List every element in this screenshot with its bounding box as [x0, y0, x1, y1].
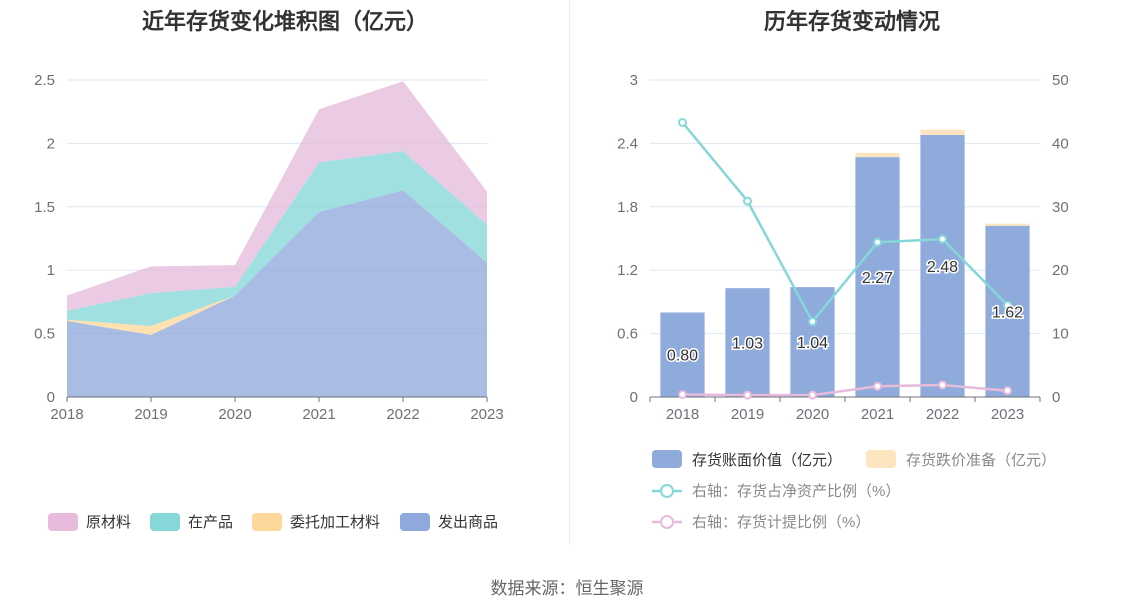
- legend-item: 原材料: [48, 513, 131, 531]
- stacked-area-chart: 0 0.5 1 1.5 2 2.5 2018 2019 2020 2021 2022 2023 原材料 在…: [34, 72, 504, 531]
- x-tick-label: 2020: [218, 406, 251, 423]
- left-y-tick-label: 3: [630, 72, 638, 89]
- legend-swatch: [866, 450, 896, 468]
- legend-item: 委托加工材料: [252, 513, 380, 531]
- legend-item: 右轴：存货计提比例（%）: [652, 514, 870, 531]
- line-point: [1003, 300, 1012, 310]
- bar-value-label: 1.04: [797, 335, 828, 352]
- legend-swatch: [48, 513, 78, 531]
- legend-swatch: [252, 513, 282, 531]
- legend-label: 存货跌价准备（亿元）: [906, 452, 1056, 469]
- left-y-tick-label: 1.2: [617, 262, 638, 279]
- inventory-value-bar: [660, 312, 705, 397]
- right-y-tick-label: 40: [1052, 135, 1069, 152]
- x-tick-label: 2020: [796, 406, 829, 423]
- x-tick-label: 2022: [386, 406, 419, 423]
- line-point: [1003, 386, 1012, 396]
- impairment-bar: [920, 129, 965, 135]
- legend-label: 发出商品: [438, 514, 498, 531]
- right-y-tick-label: 20: [1052, 262, 1069, 279]
- y-tick-label: 0: [47, 389, 55, 406]
- line-point: [873, 381, 882, 391]
- right-y-tick-label: 30: [1052, 199, 1069, 216]
- y-tick-label: 0.5: [34, 326, 55, 343]
- line-point: [938, 234, 947, 244]
- data-source-note: 数据来源：恒生聚源: [490, 579, 644, 598]
- legend-label: 在产品: [188, 514, 233, 531]
- bar-value-label: 0.80: [667, 348, 698, 365]
- x-tick-label: 2021: [861, 406, 894, 423]
- legend-item: 右轴：存货占净资产比例（%）: [652, 483, 900, 500]
- impairment-bar: [985, 223, 1030, 226]
- inventory-value-bar: [920, 134, 965, 398]
- legend-item: 在产品: [150, 513, 233, 531]
- legend-label: 右轴：存货占净资产比例（%）: [692, 483, 900, 500]
- area-series-2: [67, 151, 487, 326]
- area-series-0: [67, 190, 487, 397]
- legend-item: 发出商品: [400, 513, 498, 531]
- right-y-tick-label: 10: [1052, 326, 1069, 343]
- line-point: [808, 390, 817, 400]
- legend-marker: [660, 515, 674, 529]
- x-tick-label: 2021: [302, 406, 335, 423]
- stacked-area-chart-panel: 近年存货变化堆积图（亿元） 0 0.5 1 1.5 2 2.5 2018 2019 2020 20…: [0, 0, 570, 560]
- x-tick-label: 2018: [50, 406, 83, 423]
- inventory-value-bar: [855, 157, 900, 397]
- left-chart-title: 近年存货变化堆积图（亿元）: [141, 9, 428, 34]
- y-tick-label: 1.5: [34, 199, 55, 216]
- line-point: [938, 380, 947, 390]
- legend-label: 委托加工材料: [290, 514, 380, 531]
- legend-item: 存货跌价准备（亿元）: [866, 450, 1056, 469]
- line-series-2: [681, 121, 1009, 324]
- inventory-value-bar: [985, 225, 1030, 397]
- left-y-tick-label: 0: [630, 389, 638, 406]
- bar-value-label: 1.62: [992, 304, 1023, 321]
- left-y-tick-label: 0.6: [617, 326, 638, 343]
- line-point: [743, 390, 752, 400]
- x-tick-label: 2023: [470, 406, 503, 423]
- x-tick-label: 2018: [666, 406, 699, 423]
- left-y-tick-label: 1.8: [617, 199, 638, 216]
- legend-swatch: [400, 513, 430, 531]
- line-point: [873, 237, 882, 247]
- right-y-tick-label: 0: [1052, 389, 1060, 406]
- right-y-tick-label: 50: [1052, 72, 1069, 89]
- line-point: [678, 117, 687, 127]
- legend-item: 存货账面价值（亿元）: [652, 450, 842, 469]
- bar-value-label: 2.27: [862, 270, 893, 287]
- x-tick-label: 2023: [991, 406, 1024, 423]
- right-chart-title: 历年存货变动情况: [763, 9, 940, 34]
- legend-label: 右轴：存货计提比例（%）: [692, 514, 870, 531]
- legend-marker: [660, 484, 674, 498]
- y-tick-label: 2: [47, 135, 55, 152]
- legend-label: 原材料: [86, 514, 131, 531]
- y-tick-label: 2.5: [34, 72, 55, 89]
- line-point: [743, 196, 752, 206]
- panel-divider: [569, 0, 570, 545]
- bar-value-label: 1.03: [732, 336, 763, 353]
- line-series-3: [682, 383, 1008, 397]
- legend-swatch: [150, 513, 180, 531]
- area-series-3: [67, 81, 487, 311]
- legend-swatch: [652, 450, 682, 468]
- bar-value-label: 2.48: [927, 259, 958, 276]
- x-tick-label: 2019: [731, 406, 764, 423]
- x-tick-label: 2022: [926, 406, 959, 423]
- left-y-tick-label: 2.4: [617, 135, 638, 152]
- x-tick-label: 2019: [134, 406, 167, 423]
- impairment-bar: [855, 152, 900, 158]
- bar-line-chart-panel: 历年存货变动情况 0 0.6 1.2 1.8 2.4 3 0 10 20 30 40 50 2018 20…: [570, 0, 1134, 560]
- y-tick-label: 1: [47, 262, 55, 279]
- inventory-value-bar: [725, 288, 770, 397]
- line-point: [678, 389, 687, 399]
- line-point: [808, 317, 817, 327]
- legend-label: 存货账面价值（亿元）: [692, 452, 842, 469]
